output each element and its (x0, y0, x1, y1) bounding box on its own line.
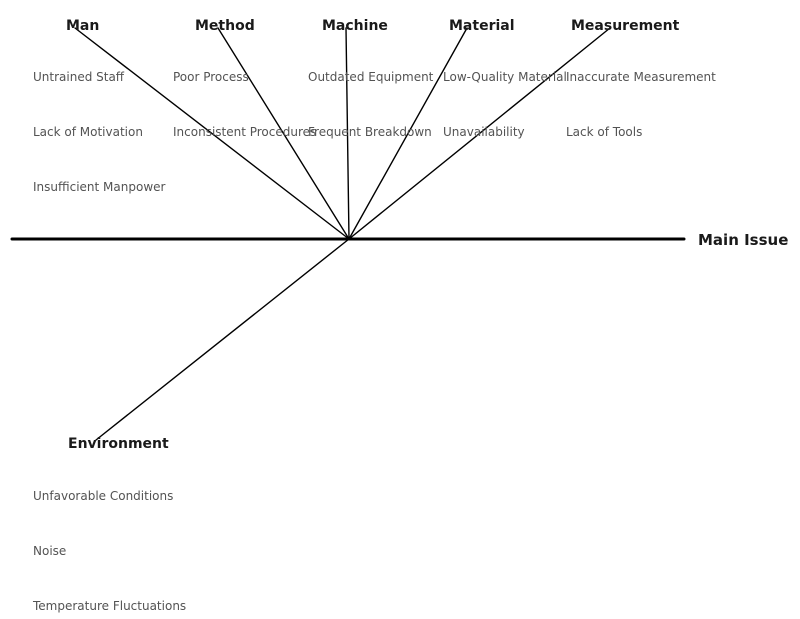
cause-label: Frequent Breakdown (308, 125, 432, 139)
category-label: Material (449, 18, 515, 34)
cause-label: Poor Process (173, 70, 249, 84)
category-label: Method (195, 18, 255, 34)
cause-label: Low-Quality Material (443, 70, 567, 84)
cause-label: Noise (33, 544, 66, 558)
diagram-lines (0, 0, 800, 619)
cause-label: Insufficient Manpower (33, 180, 165, 194)
category-label: Machine (322, 18, 388, 34)
cause-label: Inconsistent Procedures (173, 125, 316, 139)
cause-label: Inaccurate Measurement (566, 70, 716, 84)
main-issue-label: Main Issue (698, 231, 788, 249)
fishbone-diagram: Main Issue Man Method Machine Material Measur… (0, 0, 800, 619)
cause-label: Temperature Fluctuations (33, 599, 186, 613)
cause-label: Untrained Staff (33, 70, 124, 84)
cause-label: Outdated Equipment (308, 70, 433, 84)
category-label: Environment (68, 436, 169, 452)
cause-label: Lack of Tools (566, 125, 642, 139)
cause-label: Unfavorable Conditions (33, 489, 173, 503)
category-label: Measurement (571, 18, 679, 34)
cause-label: Lack of Motivation (33, 125, 143, 139)
cause-label: Unavailability (443, 125, 525, 139)
category-label: Man (66, 18, 99, 34)
